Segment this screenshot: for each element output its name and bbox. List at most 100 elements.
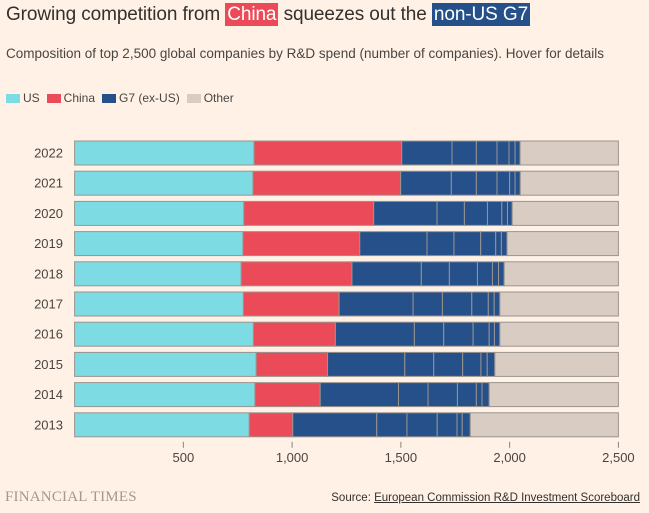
bar-segment-g7-ex-us-5-2013[interactable] (456, 412, 463, 438)
bar-segment-g7-ex-us-2-2016[interactable] (413, 321, 445, 347)
bar-segment-g7-ex-us-4-2020[interactable] (486, 200, 503, 226)
bar-row-2019[interactable] (74, 231, 619, 257)
bar-segment-g7-ex-us-1-2019[interactable] (359, 231, 428, 257)
bar-segment-g7-ex-us-3-2019[interactable] (453, 231, 482, 257)
bar-segment-g7-ex-us-6-2020[interactable] (506, 200, 513, 226)
bar-row-2022[interactable] (74, 140, 619, 166)
bar-segment-g7-ex-us-2-2020[interactable] (436, 200, 465, 226)
bar-segment-china-2019[interactable] (242, 231, 361, 257)
bar-segment-us-2014[interactable] (74, 382, 256, 408)
bar-segment-us-2016[interactable] (74, 321, 254, 347)
bar-segment-g7-ex-us-4-2014[interactable] (456, 382, 477, 408)
bar-segment-g7-ex-us-1-2016[interactable] (334, 321, 415, 347)
bar-row-2021[interactable] (74, 170, 619, 196)
bar-segment-g7-ex-us-4-2013[interactable] (436, 412, 458, 438)
bar-segment-g7-ex-us-2-2015[interactable] (404, 351, 435, 377)
bar-segment-g7-ex-us-4-2015[interactable] (462, 351, 482, 377)
bar-row-2017[interactable] (74, 291, 619, 317)
bar-segment-china-2016[interactable] (252, 321, 336, 347)
bar-row-2018[interactable] (74, 261, 619, 287)
bar-row-2020[interactable] (74, 200, 619, 226)
bar-segment-us-2020[interactable] (74, 200, 245, 226)
bar-segment-other-2022[interactable] (519, 140, 619, 166)
bar-segment-g7-ex-us-5-2015[interactable] (480, 351, 488, 377)
bar-segment-g7-ex-us-2-2014[interactable] (397, 382, 429, 408)
bar-segment-g7-ex-us-6-2017[interactable] (493, 291, 501, 317)
bar-segment-g7-ex-us-6-2018[interactable] (498, 261, 505, 287)
bar-segment-g7-ex-us-4-2019[interactable] (480, 231, 497, 257)
bar-segment-g7-ex-us-4-2021[interactable] (496, 170, 511, 196)
bar-segment-g7-ex-us-5-2018[interactable] (491, 261, 500, 287)
bar-segment-g7-ex-us-1-2017[interactable] (338, 291, 414, 317)
bar-segment-g7-ex-us-4-2018[interactable] (476, 261, 493, 287)
bar-segment-other-2015[interactable] (494, 351, 619, 377)
bar-segment-g7-ex-us-6-2019[interactable] (500, 231, 508, 257)
bar-segment-china-2017[interactable] (242, 291, 340, 317)
bar-segment-us-2017[interactable] (74, 291, 244, 317)
bar-segment-g7-ex-us-1-2018[interactable] (351, 261, 422, 287)
bar-segment-us-2018[interactable] (74, 261, 242, 287)
bar-segment-china-2021[interactable] (252, 170, 402, 196)
bar-segment-g7-ex-us-3-2018[interactable] (448, 261, 478, 287)
bar-segment-china-2013[interactable] (248, 412, 294, 438)
bar-segment-g7-ex-us-3-2013[interactable] (406, 412, 438, 438)
bar-segment-us-2013[interactable] (74, 412, 250, 438)
bar-segment-g7-ex-us-1-2021[interactable] (400, 170, 452, 196)
bar-segment-g7-ex-us-1-2015[interactable] (327, 351, 406, 377)
bar-segment-us-2022[interactable] (74, 140, 255, 166)
bar-segment-other-2013[interactable] (469, 412, 619, 438)
bar-segment-g7-ex-us-5-2022[interactable] (508, 140, 516, 166)
bar-segment-g7-ex-us-3-2021[interactable] (475, 170, 498, 196)
bar-segment-china-2014[interactable] (254, 382, 321, 408)
source-link[interactable]: European Commission R&D Investment Score… (374, 492, 640, 504)
bar-segment-g7-ex-us-4-2016[interactable] (472, 321, 490, 347)
bar-segment-g7-ex-us-2-2013[interactable] (376, 412, 408, 438)
bar-segment-g7-ex-us-6-2014[interactable] (481, 382, 490, 408)
bar-segment-other-2014[interactable] (488, 382, 619, 408)
bar-segment-g7-ex-us-3-2020[interactable] (463, 200, 488, 226)
bar-segment-other-2019[interactable] (506, 231, 619, 257)
bar-segment-china-2020[interactable] (243, 200, 375, 226)
bar-segment-g7-ex-us-3-2016[interactable] (443, 321, 474, 347)
bar-segment-g7-ex-us-2-2017[interactable] (412, 291, 443, 317)
bar-segment-us-2015[interactable] (74, 351, 257, 377)
bar-segment-g7-ex-us-5-2021[interactable] (509, 170, 516, 196)
bar-segment-g7-ex-us-3-2014[interactable] (427, 382, 458, 408)
bar-segment-g7-ex-us-5-2016[interactable] (488, 321, 495, 347)
bar-segment-other-2018[interactable] (503, 261, 619, 287)
bar-segment-other-2017[interactable] (499, 291, 619, 317)
bar-segment-g7-ex-us-1-2013[interactable] (292, 412, 378, 438)
bar-segment-g7-ex-us-3-2022[interactable] (475, 140, 498, 166)
bar-segment-g7-ex-us-6-2016[interactable] (493, 321, 501, 347)
bar-row-2013[interactable] (74, 412, 619, 438)
bar-segment-g7-ex-us-1-2022[interactable] (401, 140, 453, 166)
bar-segment-g7-ex-us-2-2018[interactable] (420, 261, 450, 287)
bar-segment-g7-ex-us-5-2020[interactable] (501, 200, 508, 226)
bar-segment-china-2018[interactable] (240, 261, 353, 287)
bar-segment-us-2021[interactable] (74, 170, 254, 196)
bar-segment-g7-ex-us-5-2017[interactable] (487, 291, 495, 317)
bar-segment-other-2020[interactable] (511, 200, 619, 226)
bar-row-2014[interactable] (74, 382, 619, 408)
bar-segment-g7-ex-us-6-2021[interactable] (514, 170, 521, 196)
bar-segment-g7-ex-us-2-2022[interactable] (451, 140, 477, 166)
bar-segment-g7-ex-us-5-2019[interactable] (495, 231, 502, 257)
bar-segment-g7-ex-us-1-2014[interactable] (319, 382, 399, 408)
bar-row-2015[interactable] (74, 351, 619, 377)
bar-segment-other-2016[interactable] (499, 321, 619, 347)
bar-segment-china-2022[interactable] (253, 140, 403, 166)
bar-segment-g7-ex-us-1-2020[interactable] (373, 200, 438, 226)
bar-segment-g7-ex-us-6-2015[interactable] (486, 351, 496, 377)
bar-segment-g7-ex-us-3-2017[interactable] (441, 291, 473, 317)
bar-segment-g7-ex-us-6-2013[interactable] (461, 412, 471, 438)
bar-row-2016[interactable] (74, 321, 619, 347)
bar-segment-g7-ex-us-3-2015[interactable] (433, 351, 464, 377)
bar-segment-china-2015[interactable] (255, 351, 329, 377)
bar-segment-g7-ex-us-2-2019[interactable] (426, 231, 455, 257)
bar-segment-other-2021[interactable] (519, 170, 619, 196)
bar-segment-g7-ex-us-2-2021[interactable] (450, 170, 477, 196)
bar-segment-us-2019[interactable] (74, 231, 244, 257)
bar-segment-g7-ex-us-5-2014[interactable] (475, 382, 483, 408)
bar-segment-g7-ex-us-4-2022[interactable] (496, 140, 510, 166)
bar-segment-g7-ex-us-4-2017[interactable] (471, 291, 489, 317)
